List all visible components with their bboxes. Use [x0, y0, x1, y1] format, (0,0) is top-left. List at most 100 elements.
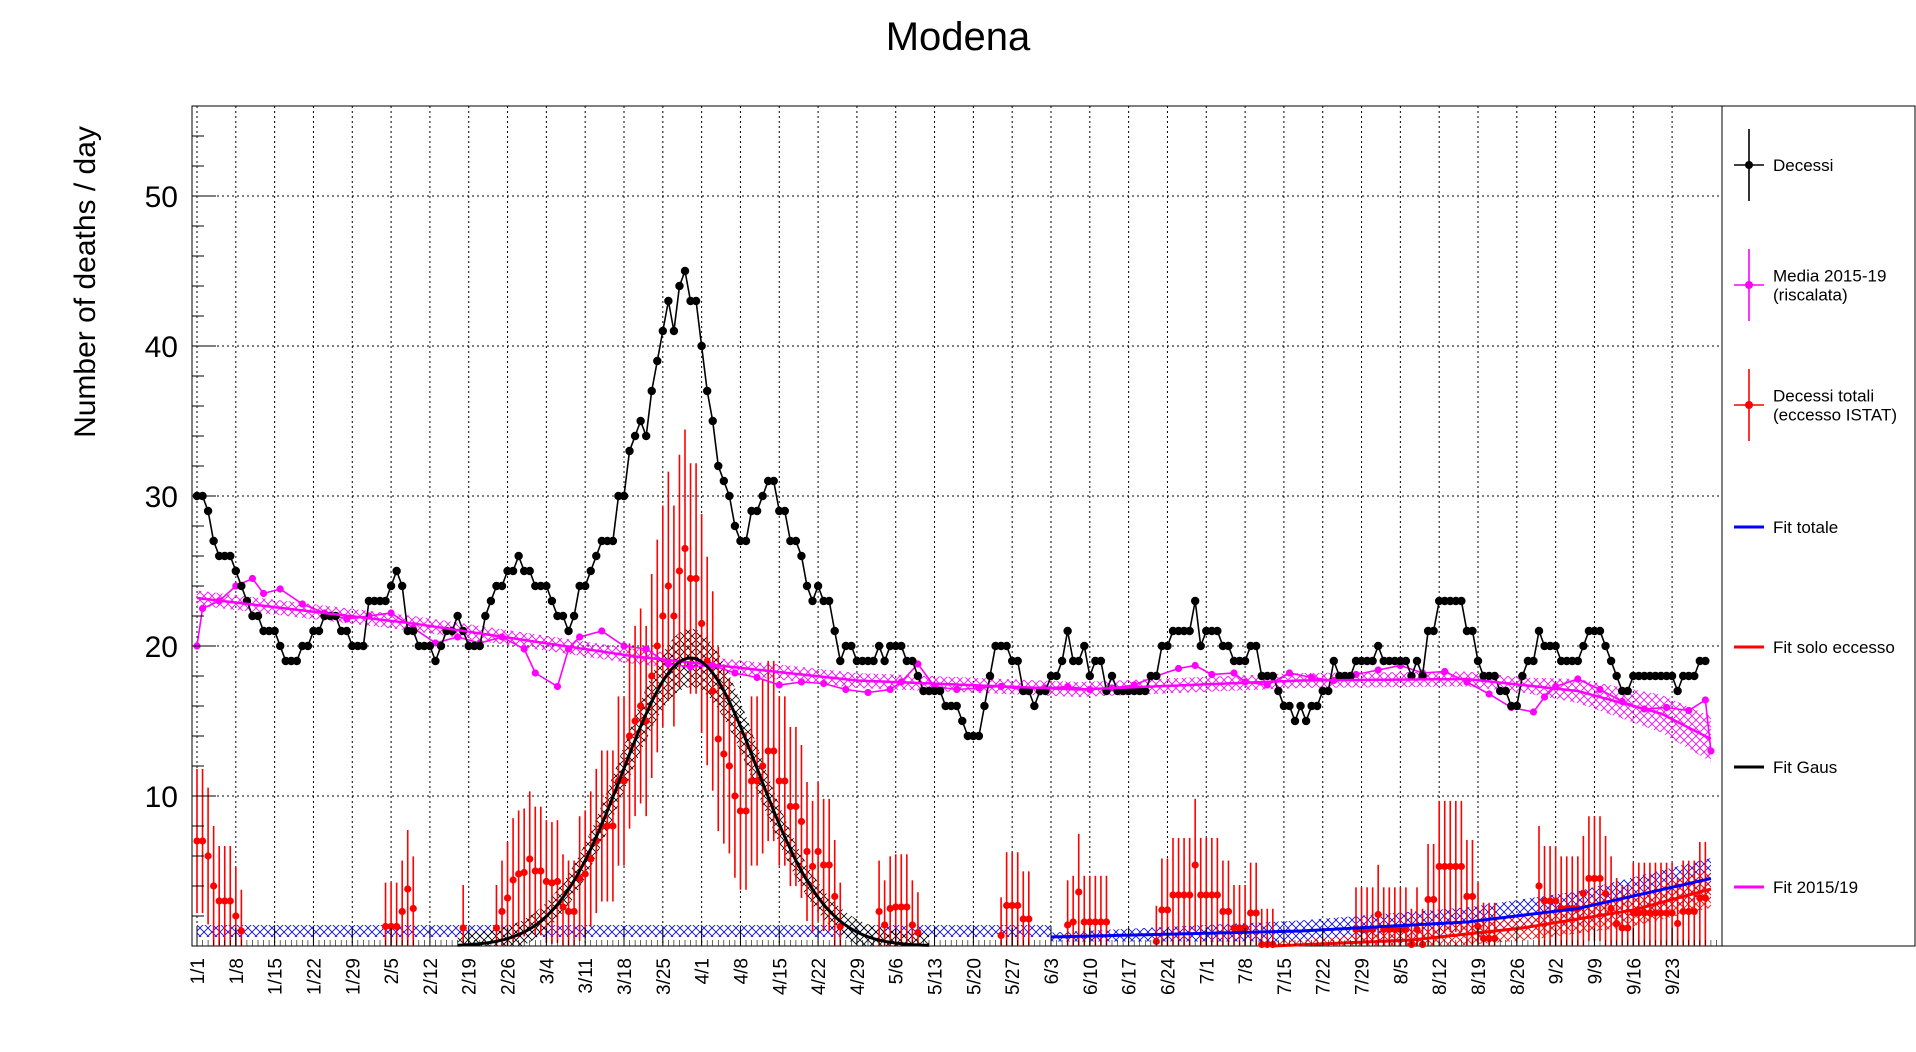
- decessi-point: [625, 446, 634, 456]
- decessi-point: [1595, 626, 1605, 636]
- eccesso-point: [1690, 907, 1698, 916]
- eccesso-point: [875, 907, 883, 916]
- media-2015-19-point: [753, 673, 761, 682]
- decessi-point: [292, 656, 302, 666]
- eccesso-point: [1535, 882, 1543, 890]
- media-2015-19-point: [775, 681, 783, 689]
- x-tick-label: 3/25: [654, 958, 675, 995]
- eccesso-point: [1613, 919, 1621, 928]
- decessi-point: [342, 626, 351, 636]
- decessi-point: [1473, 656, 1483, 666]
- decessi-point: [1152, 671, 1161, 681]
- decessi-point: [974, 731, 984, 741]
- decessi-point: [1024, 686, 1034, 696]
- decessi-point: [1057, 656, 1067, 666]
- decessi-point: [1085, 671, 1095, 681]
- decessi-point: [813, 581, 823, 591]
- eccesso-point: [1640, 909, 1648, 917]
- decessi-point: [586, 566, 595, 576]
- media-2015-19-point: [731, 669, 739, 677]
- media-2015-19-point: [298, 600, 306, 608]
- eccesso-point: [836, 922, 844, 931]
- x-tick-label: 1/1: [188, 958, 209, 984]
- decessi-point: [808, 596, 817, 606]
- decessi-point: [1623, 686, 1632, 696]
- decessi-point: [1407, 671, 1416, 681]
- x-tick-label: 1/22: [304, 958, 325, 995]
- decessi-point: [392, 566, 401, 576]
- eccesso-point: [1069, 918, 1077, 926]
- decessi-point: [1606, 656, 1616, 666]
- decessi-point: [908, 656, 917, 666]
- decessi-point: [1013, 656, 1022, 666]
- eccesso-point: [198, 837, 207, 845]
- eccesso-point: [1186, 891, 1194, 899]
- eccesso-point: [503, 894, 512, 902]
- media-2015-19-point: [1230, 669, 1238, 677]
- eccesso-point: [1696, 894, 1704, 902]
- decessi-point: [669, 326, 679, 336]
- decessi-point: [630, 431, 640, 441]
- decessi-point: [231, 566, 241, 576]
- decessi-point: [1296, 701, 1305, 711]
- eccesso-point: [1579, 889, 1587, 898]
- eccesso-point: [387, 922, 395, 931]
- x-tick-label: 6/3: [1042, 958, 1063, 984]
- decessi-point: [580, 581, 590, 591]
- decessi-point: [1512, 701, 1522, 711]
- decessi-point: [397, 581, 407, 591]
- decessi-point: [1690, 671, 1699, 681]
- media-2015-19-point: [864, 688, 872, 697]
- eccesso-point: [1169, 891, 1177, 899]
- x-tick-label: 2/12: [421, 958, 442, 995]
- decessi-point: [752, 506, 762, 516]
- eccesso-point: [1685, 907, 1693, 916]
- legend-label: Decessi: [1773, 156, 1833, 175]
- eccesso-point: [393, 922, 401, 931]
- x-tick-label: 9/23: [1663, 958, 1684, 995]
- decessi-point: [1224, 641, 1233, 651]
- decessi-point: [730, 521, 740, 531]
- decessi-point: [1185, 626, 1194, 636]
- decessi-point: [542, 581, 551, 591]
- decessi-point: [1063, 626, 1072, 636]
- decessi-point: [314, 626, 324, 636]
- decessi-point: [1074, 656, 1083, 666]
- decessi-point: [226, 551, 235, 561]
- eccesso-point: [1668, 909, 1676, 917]
- eccesso-point: [1651, 909, 1660, 917]
- decessi-point: [608, 536, 618, 546]
- decessi-point: [1312, 701, 1322, 711]
- decessi-point: [702, 386, 712, 396]
- eccesso-point: [1008, 901, 1016, 910]
- eccesso-point: [648, 672, 656, 680]
- legend-marker: [1745, 161, 1753, 169]
- eccesso-point: [1252, 909, 1260, 917]
- media-2015-19-point: [248, 574, 257, 583]
- eccesso-point: [1003, 901, 1011, 910]
- eccesso-point: [1086, 918, 1094, 926]
- media-2015-19-point: [1374, 666, 1382, 674]
- media-2015-19-point: [531, 669, 539, 677]
- media-2015-19-point: [1596, 685, 1604, 694]
- eccesso-point: [731, 792, 739, 800]
- media-2015-19-point: [1540, 693, 1549, 701]
- decessi-point: [1490, 671, 1499, 681]
- eccesso-point: [1213, 891, 1221, 899]
- eccesso-point: [221, 897, 229, 905]
- eccesso-point: [520, 868, 528, 877]
- eccesso-point: [381, 922, 390, 931]
- decessi-point: [797, 551, 806, 561]
- legend-entry: Fit 2015/19: [1734, 878, 1858, 897]
- eccesso-point: [1064, 921, 1072, 929]
- eccesso-point: [1596, 874, 1604, 883]
- eccesso-point: [1158, 906, 1166, 914]
- decessi-point: [1002, 641, 1011, 651]
- x-tick-label: 8/5: [1391, 958, 1412, 984]
- eccesso-point: [1479, 934, 1488, 943]
- eccesso-point: [792, 802, 800, 811]
- x-tick-label: 4/1: [693, 958, 714, 984]
- eccesso-point: [759, 762, 767, 770]
- legend-label: Fit totale: [1773, 518, 1838, 537]
- decessi-point: [897, 641, 906, 651]
